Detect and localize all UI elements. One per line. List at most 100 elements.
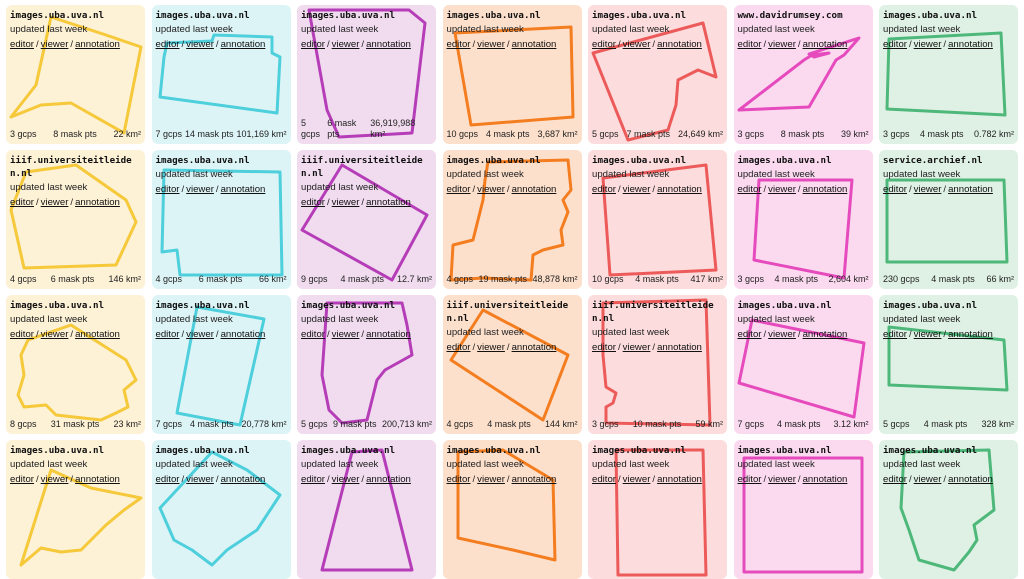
annotation-link[interactable]: annotation: [948, 329, 993, 340]
map-card[interactable]: iiif.universiteitleiden.nl updated last …: [588, 295, 727, 434]
map-card[interactable]: images.uba.uva.nl updated last week edit…: [733, 295, 873, 434]
viewer-link[interactable]: viewer: [622, 184, 651, 195]
annotation-link[interactable]: annotation: [75, 329, 120, 340]
viewer-link[interactable]: viewer: [477, 474, 505, 485]
editor-link[interactable]: editor: [10, 329, 34, 340]
viewer-link[interactable]: viewer: [40, 329, 69, 340]
annotation-link[interactable]: annotation: [366, 39, 411, 50]
annotation-link[interactable]: annotation: [220, 329, 266, 340]
editor-link[interactable]: editor: [301, 474, 325, 485]
editor-link[interactable]: editor: [737, 329, 762, 340]
viewer-link[interactable]: viewer: [186, 474, 214, 485]
viewer-link[interactable]: viewer: [622, 474, 651, 485]
annotation-link[interactable]: annotation: [75, 474, 120, 485]
viewer-link[interactable]: viewer: [477, 39, 505, 50]
editor-link[interactable]: editor: [446, 39, 471, 50]
editor-link[interactable]: editor: [446, 474, 471, 485]
annotation-link[interactable]: annotation: [802, 184, 848, 195]
annotation-link[interactable]: annotation: [75, 197, 120, 208]
annotation-link[interactable]: annotation: [948, 184, 993, 195]
viewer-link[interactable]: viewer: [768, 184, 796, 195]
editor-link[interactable]: editor: [301, 197, 325, 208]
map-card[interactable]: images.uba.uva.nl updated last week edit…: [733, 440, 873, 579]
editor-link[interactable]: editor: [155, 329, 180, 340]
annotation-link[interactable]: annotation: [657, 39, 702, 50]
map-card[interactable]: images.uba.uva.nl updated last week edit…: [442, 5, 582, 144]
annotation-link[interactable]: annotation: [802, 39, 848, 50]
viewer-link[interactable]: viewer: [768, 329, 796, 340]
map-card[interactable]: images.uba.uva.nl updated last week edit…: [151, 150, 291, 289]
map-card[interactable]: images.uba.uva.nl updated last week edit…: [6, 440, 145, 579]
annotation-link[interactable]: annotation: [511, 39, 557, 50]
map-card[interactable]: images.uba.uva.nl updated last week edit…: [151, 295, 291, 434]
editor-link[interactable]: editor: [592, 184, 616, 195]
viewer-link[interactable]: viewer: [622, 342, 651, 353]
viewer-link[interactable]: viewer: [331, 474, 360, 485]
annotation-link[interactable]: annotation: [220, 474, 266, 485]
viewer-link[interactable]: viewer: [477, 342, 505, 353]
editor-link[interactable]: editor: [301, 39, 325, 50]
annotation-link[interactable]: annotation: [657, 342, 702, 353]
annotation-link[interactable]: annotation: [511, 184, 557, 195]
annotation-link[interactable]: annotation: [366, 197, 411, 208]
annotation-link[interactable]: annotation: [948, 39, 993, 50]
editor-link[interactable]: editor: [301, 329, 325, 340]
viewer-link[interactable]: viewer: [622, 39, 651, 50]
map-card[interactable]: images.uba.uva.nl updated last week edit…: [151, 5, 291, 144]
map-card[interactable]: images.uba.uva.nl updated last week edit…: [151, 440, 291, 579]
annotation-link[interactable]: annotation: [220, 184, 266, 195]
annotation-link[interactable]: annotation: [75, 39, 120, 50]
map-card[interactable]: iiif.universiteitleiden.nl updated last …: [442, 295, 582, 434]
editor-link[interactable]: editor: [592, 474, 616, 485]
annotation-link[interactable]: annotation: [948, 474, 993, 485]
editor-link[interactable]: editor: [155, 39, 180, 50]
map-card[interactable]: images.uba.uva.nl updated last week edit…: [442, 150, 582, 289]
editor-link[interactable]: editor: [737, 39, 762, 50]
annotation-link[interactable]: annotation: [220, 39, 266, 50]
editor-link[interactable]: editor: [737, 184, 762, 195]
annotation-link[interactable]: annotation: [511, 474, 557, 485]
editor-link[interactable]: editor: [446, 184, 471, 195]
editor-link[interactable]: editor: [446, 342, 471, 353]
map-card[interactable]: images.uba.uva.nl updated last week edit…: [879, 440, 1018, 579]
editor-link[interactable]: editor: [592, 342, 616, 353]
editor-link[interactable]: editor: [592, 39, 616, 50]
editor-link[interactable]: editor: [883, 474, 907, 485]
viewer-link[interactable]: viewer: [913, 329, 942, 340]
viewer-link[interactable]: viewer: [477, 184, 505, 195]
editor-link[interactable]: editor: [737, 474, 762, 485]
editor-link[interactable]: editor: [10, 39, 34, 50]
map-card[interactable]: service.archief.nl updated last week edi…: [879, 150, 1018, 289]
editor-link[interactable]: editor: [155, 474, 180, 485]
annotation-link[interactable]: annotation: [511, 342, 557, 353]
map-card[interactable]: images.uba.uva.nl updated last week edit…: [588, 150, 727, 289]
annotation-link[interactable]: annotation: [802, 474, 848, 485]
map-card[interactable]: images.uba.uva.nl updated last week edit…: [588, 440, 727, 579]
map-card[interactable]: images.uba.uva.nl updated last week edit…: [297, 295, 436, 434]
viewer-link[interactable]: viewer: [186, 184, 214, 195]
editor-link[interactable]: editor: [883, 184, 907, 195]
map-card[interactable]: images.uba.uva.nl updated last week edit…: [297, 5, 436, 144]
map-card[interactable]: images.uba.uva.nl updated last week edit…: [297, 440, 436, 579]
viewer-link[interactable]: viewer: [331, 329, 360, 340]
map-card[interactable]: images.uba.uva.nl updated last week edit…: [879, 5, 1018, 144]
viewer-link[interactable]: viewer: [913, 184, 942, 195]
editor-link[interactable]: editor: [155, 184, 180, 195]
annotation-link[interactable]: annotation: [366, 474, 411, 485]
map-card[interactable]: images.uba.uva.nl updated last week edit…: [6, 5, 145, 144]
viewer-link[interactable]: viewer: [40, 474, 69, 485]
map-card[interactable]: images.uba.uva.nl updated last week edit…: [6, 295, 145, 434]
map-card[interactable]: images.uba.uva.nl updated last week edit…: [879, 295, 1018, 434]
viewer-link[interactable]: viewer: [186, 329, 214, 340]
editor-link[interactable]: editor: [883, 39, 907, 50]
annotation-link[interactable]: annotation: [366, 329, 411, 340]
viewer-link[interactable]: viewer: [768, 474, 796, 485]
editor-link[interactable]: editor: [883, 329, 907, 340]
viewer-link[interactable]: viewer: [40, 39, 69, 50]
viewer-link[interactable]: viewer: [331, 39, 360, 50]
viewer-link[interactable]: viewer: [186, 39, 214, 50]
editor-link[interactable]: editor: [10, 474, 34, 485]
map-card[interactable]: iiif.universiteitleiden.nl updated last …: [297, 150, 436, 289]
map-card[interactable]: www.davidrumsey.com updated last week ed…: [733, 5, 873, 144]
map-card[interactable]: iiif.universiteitleiden.nl updated last …: [6, 150, 145, 289]
